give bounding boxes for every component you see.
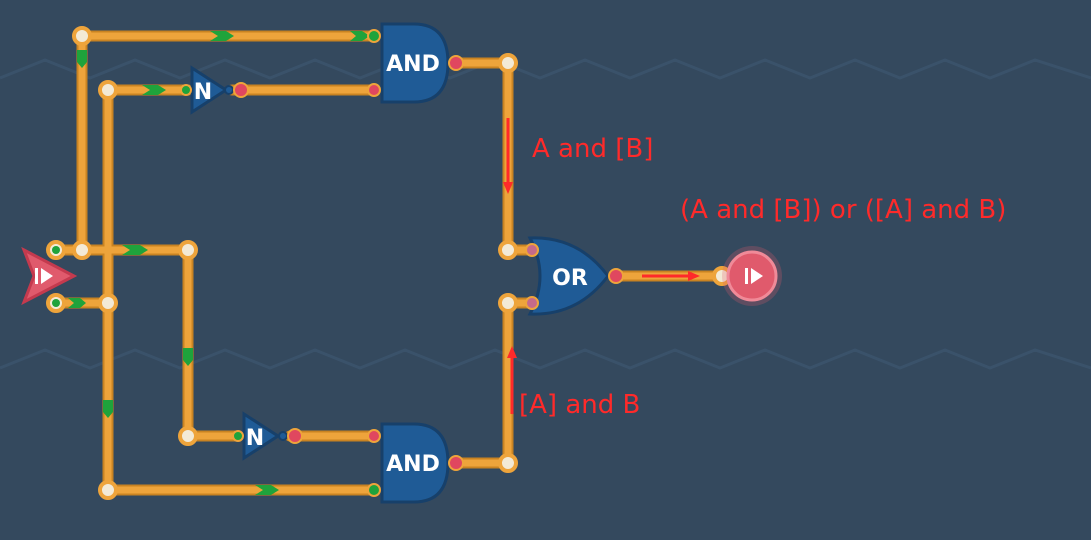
or-label: OR xyxy=(552,266,588,291)
signal-arrow-icon xyxy=(210,31,234,41)
wire-node xyxy=(498,53,518,73)
not-bottom-label: N xyxy=(246,426,264,451)
signal-arrow-icon xyxy=(122,245,148,255)
wires xyxy=(50,30,728,496)
play-step-icon xyxy=(745,268,763,284)
wire-a-to-not-bottom xyxy=(52,246,242,440)
background-zigzag xyxy=(0,58,1091,370)
circuit-input[interactable] xyxy=(21,246,78,306)
wire-node xyxy=(98,80,118,100)
not-gate-top[interactable]: N xyxy=(180,65,249,115)
or-gate[interactable]: OR xyxy=(525,236,624,316)
signal-arrow-icon xyxy=(103,400,113,418)
annotation-arrows xyxy=(503,118,700,414)
signal-arrow-icon xyxy=(77,50,87,68)
wire-node xyxy=(98,293,118,313)
play-step-icon xyxy=(35,268,53,284)
signal-arrow-icon xyxy=(183,348,193,366)
annotation-bottom-branch: [A] and B xyxy=(519,390,640,420)
signal-arrow-icon xyxy=(255,485,279,495)
arrow-right-icon xyxy=(688,271,700,281)
wire-and-bottom-to-or xyxy=(454,299,534,467)
and-bottom-label: AND xyxy=(386,452,440,477)
wire-node xyxy=(178,426,198,446)
and-gate-bottom[interactable]: AND xyxy=(367,422,464,504)
wire-node xyxy=(498,453,518,473)
annotation-output: (A and [B]) or ([A] and B) xyxy=(680,195,1006,225)
and-top-label: AND xyxy=(386,52,440,77)
wire-node xyxy=(498,240,518,260)
wire-node xyxy=(98,480,118,500)
arrow-down-icon xyxy=(503,182,513,194)
wire-nodes xyxy=(46,26,732,500)
arrow-up-icon xyxy=(507,346,517,358)
wire-a-to-and-top xyxy=(78,32,376,254)
not-gate-bottom[interactable]: N xyxy=(232,411,303,461)
signal-arrow-icon xyxy=(142,85,166,95)
wire-and-top-to-or xyxy=(454,59,534,254)
and-gate-top[interactable]: AND xyxy=(367,22,464,104)
signal-arrows xyxy=(68,31,370,495)
not-top-label: N xyxy=(194,80,212,105)
wire-b-to-not-top xyxy=(104,86,192,307)
wire-node xyxy=(178,240,198,260)
signal-arrow-icon xyxy=(350,31,370,41)
annotation-top-branch: A and [B] xyxy=(532,134,653,164)
wire-node-centers xyxy=(52,246,60,307)
circuit-output[interactable] xyxy=(722,246,782,306)
wire-node xyxy=(498,293,518,313)
wire-node xyxy=(72,240,92,260)
signal-arrow-icon xyxy=(68,298,86,308)
wire-node xyxy=(72,26,92,46)
